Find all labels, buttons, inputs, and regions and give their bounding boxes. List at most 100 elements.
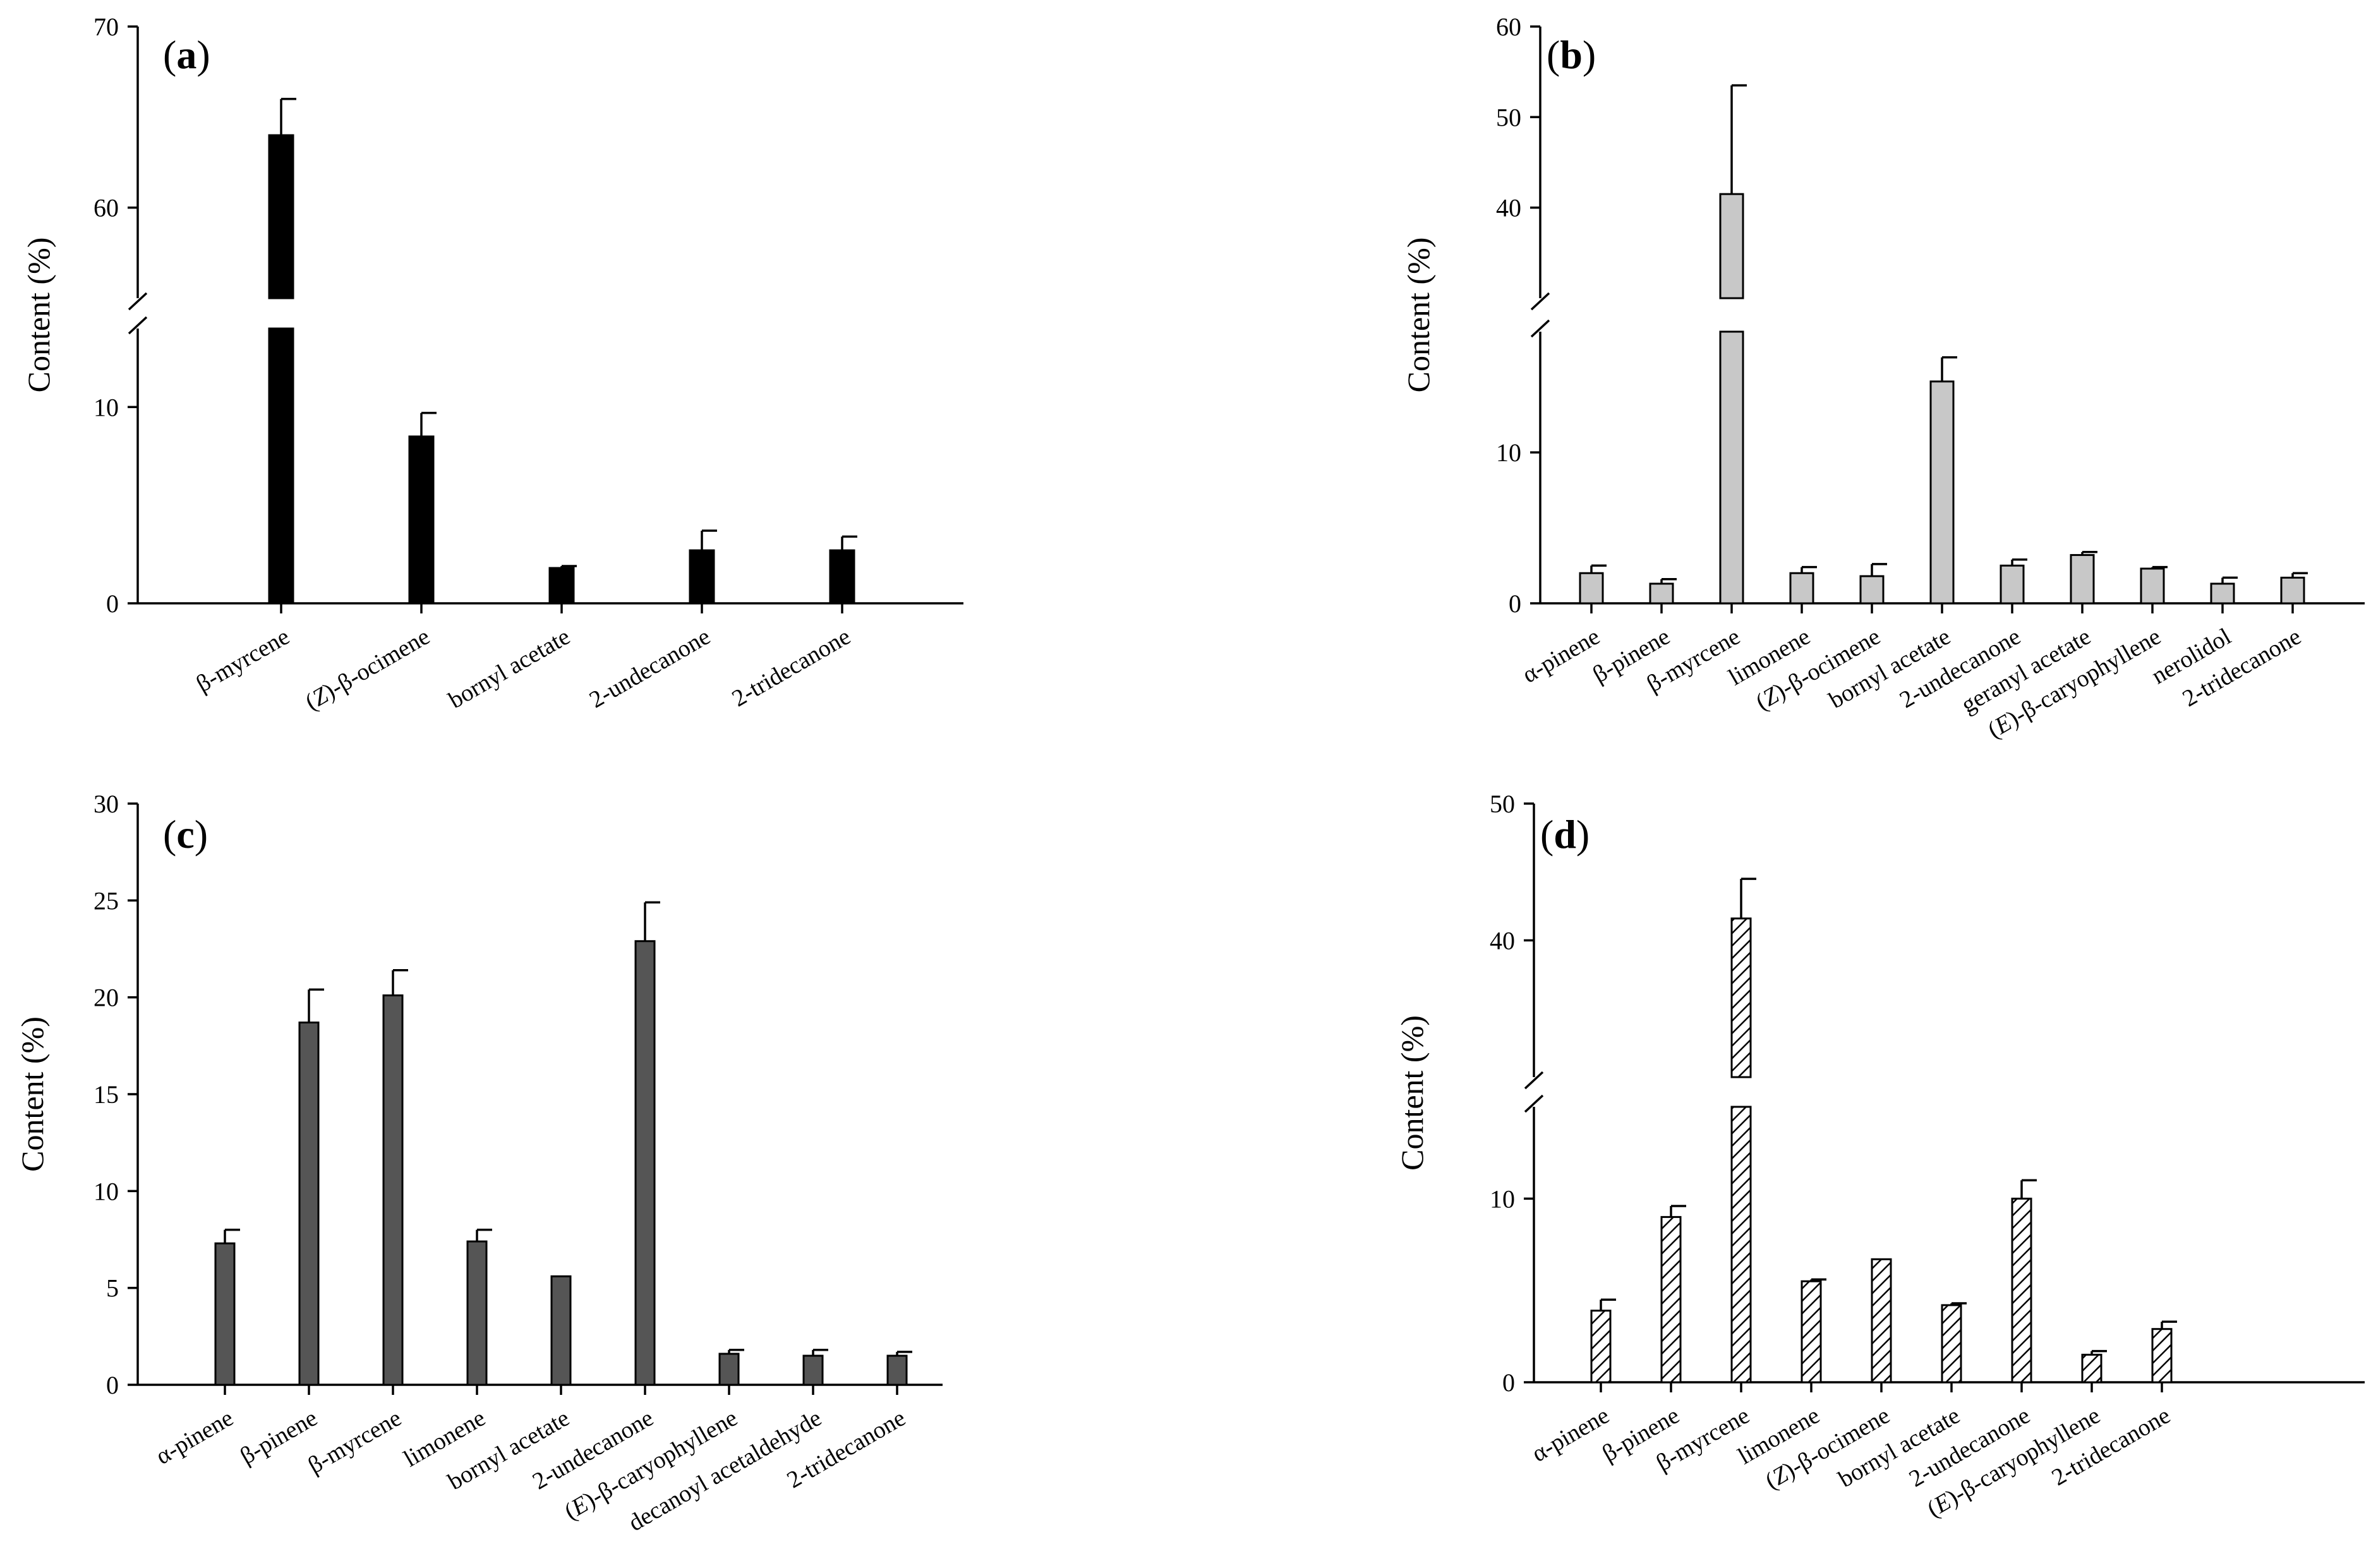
bar [382, 994, 404, 1386]
bar [1929, 380, 1955, 605]
axis-break-mark-upper [1530, 292, 1550, 311]
category-label: α-pinene [1528, 1402, 1614, 1467]
bar [829, 549, 855, 605]
panel-label: (d) [1540, 812, 1590, 857]
bar [1590, 1310, 1612, 1384]
y-tick-label: 20 [94, 984, 119, 1012]
bar [2070, 554, 2095, 605]
error-bar [224, 1228, 240, 1244]
error-bar [701, 529, 717, 551]
bar [2151, 1328, 2173, 1384]
bar [1871, 1258, 1892, 1384]
category-label: α-pinene [152, 1404, 238, 1469]
category-label: β-myrcene [304, 1404, 406, 1479]
y-tick-label: 0 [1509, 589, 1521, 618]
y-axis-label: Content (%) [1401, 238, 1436, 393]
bar [1660, 1215, 1682, 1384]
error-bar [2081, 551, 2097, 555]
y-tick-label: 70 [94, 13, 119, 41]
bar [2011, 1197, 2032, 1384]
bar [886, 1354, 908, 1386]
error-bar [420, 411, 437, 437]
y-tick-label: 40 [1496, 194, 1521, 222]
axis-break-mark-lower [1530, 319, 1550, 338]
y-tick-label: 50 [1496, 103, 1521, 131]
bar [2140, 567, 2165, 605]
error-bar [1600, 1298, 1616, 1311]
bar [550, 1275, 572, 1386]
y-tick-label: 40 [1490, 927, 1515, 955]
y-tick-label: 60 [94, 194, 119, 222]
bar-lower-segment [268, 327, 294, 605]
y-tick-label: 25 [94, 886, 119, 915]
error-bar [476, 1228, 492, 1242]
error-bar [1590, 564, 1607, 574]
axis-break-mark-lower [1524, 1094, 1544, 1113]
bar [634, 940, 656, 1386]
category-label: (Z)-β-ocimene [301, 623, 434, 715]
y-tick-label: 0 [106, 589, 119, 618]
category-label: β-myrcene [192, 623, 294, 697]
bar [1649, 582, 1674, 605]
error-bar [2221, 576, 2238, 584]
error-bar [1810, 1278, 1826, 1282]
y-axis-label: Content (%) [1394, 1015, 1430, 1171]
error-bar [1660, 578, 1677, 584]
error-bar [2161, 1320, 2177, 1329]
bar [689, 549, 715, 605]
error-bar [896, 1351, 912, 1356]
error-bar [728, 1349, 744, 1354]
error-bar [1730, 84, 1747, 195]
bar [298, 1022, 320, 1386]
bar [548, 567, 575, 605]
bar [1859, 575, 1885, 605]
error-bar [1670, 1205, 1686, 1217]
bar [2081, 1353, 2103, 1384]
bar [1730, 917, 1752, 1078]
error-bar [1801, 565, 1817, 574]
panel-a: 0 10 60 70 Content (%) (a) β-myrcene(Z)-β-ocim… [21, 13, 963, 716]
error-bar [644, 901, 660, 941]
bar [802, 1354, 824, 1386]
error-bar [1950, 1302, 1967, 1305]
axis-break-mark-lower [128, 316, 148, 335]
bar [466, 1240, 488, 1386]
category-label: 2-tridecanone [728, 623, 855, 712]
bar [2280, 576, 2305, 605]
error-bar [2011, 558, 2027, 566]
bar [1801, 1280, 1822, 1384]
y-tick-label: 10 [94, 1177, 119, 1205]
bar [408, 435, 435, 605]
error-bar [2151, 565, 2168, 569]
y-tick-label: 60 [1496, 13, 1521, 41]
error-bar [1871, 563, 1887, 576]
bar [718, 1353, 740, 1386]
y-axis-label: Content (%) [21, 238, 56, 393]
y-tick-label: 15 [94, 1080, 119, 1109]
error-bar [1941, 356, 1957, 382]
bar [2210, 582, 2235, 605]
y-tick-label: 10 [1490, 1185, 1515, 1213]
error-bar [2291, 572, 2308, 578]
bar [1579, 572, 1604, 605]
bar [1789, 572, 1814, 605]
bar [1719, 193, 1744, 299]
error-bar [392, 968, 408, 996]
y-tick-label: 10 [94, 393, 119, 421]
bar [214, 1242, 236, 1386]
axis-break-mark-upper [128, 292, 148, 311]
error-bar [841, 535, 857, 551]
y-axis-label: Content (%) [15, 1016, 50, 1172]
error-bar [2020, 1179, 2037, 1199]
panel-label: (b) [1547, 32, 1596, 77]
panel-label: (a) [163, 32, 210, 77]
error-bar [560, 565, 577, 569]
error-bar [1740, 877, 1756, 919]
error-bar [2090, 1349, 2107, 1355]
y-tick-label: 30 [94, 790, 119, 818]
y-tick-label: 0 [106, 1371, 119, 1399]
